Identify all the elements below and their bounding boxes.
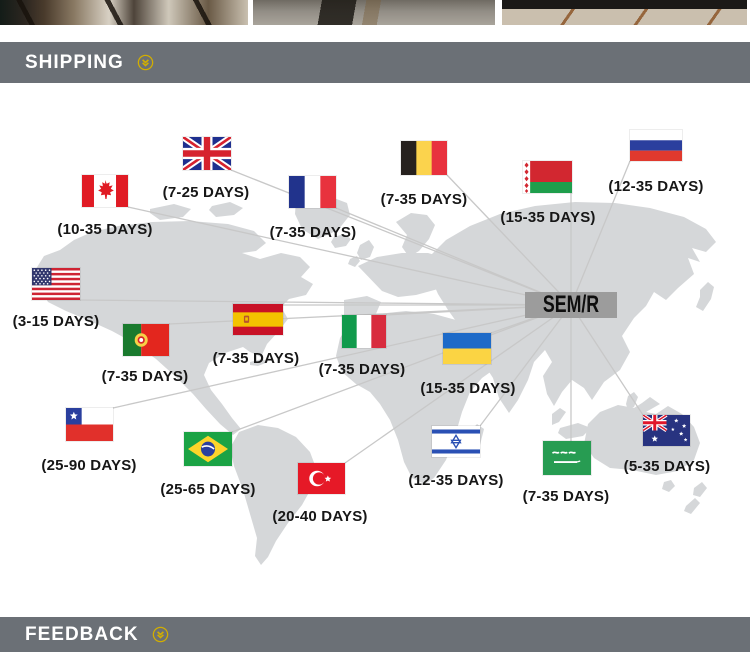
route-line-france [335, 207, 572, 306]
flag-saudi-arabia [543, 441, 591, 475]
shipping-days-label-usa: (3-15 DAYS) [12, 313, 100, 330]
showroom-photo-3 [502, 0, 747, 25]
flag-spain [233, 304, 283, 335]
shipping-days-label-chile: (25-90 DAYS) [41, 457, 137, 474]
shipping-days-label-united-kingdom: (7-25 DAYS) [162, 184, 250, 201]
route-line-united-kingdom [230, 169, 572, 306]
shipping-days-label-france: (7-35 DAYS) [269, 224, 357, 241]
route-line-israel [479, 304, 572, 427]
shipping-days-label-italy: (7-35 DAYS) [318, 361, 406, 378]
route-line-belgium [446, 174, 572, 306]
feedback-section-header[interactable]: FEEDBACK [0, 617, 750, 652]
route-line-canada [127, 206, 572, 306]
shipping-section-header[interactable]: SHIPPING [0, 42, 750, 83]
flag-israel [432, 426, 480, 457]
flag-france [289, 176, 336, 208]
shipping-days-label-spain: (7-35 DAYS) [212, 350, 300, 367]
route-line-turkey [344, 304, 572, 464]
shipping-days-label-belgium: (7-35 DAYS) [380, 191, 468, 208]
flag-belgium [401, 141, 447, 175]
shipping-days-label-turkey: (20-40 DAYS) [272, 508, 368, 525]
shipping-days-label-saudi-arabia: (7-35 DAYS) [522, 488, 610, 505]
route-line-usa [79, 299, 572, 306]
showroom-photo-2 [253, 0, 495, 25]
flag-italy [342, 315, 386, 348]
origin-badge: SEM/R [525, 292, 617, 318]
shipping-title: SHIPPING [25, 52, 124, 73]
flag-turkey [298, 463, 345, 494]
flag-canada [82, 175, 128, 207]
showroom-photo-1 [0, 0, 248, 25]
shipping-days-label-ukraine: (15-35 DAYS) [420, 380, 516, 397]
chevron-down-icon[interactable] [152, 626, 169, 643]
origin-label: SEM/R [542, 291, 600, 318]
chevron-down-icon[interactable] [137, 54, 154, 71]
shipping-days-label-israel: (12-35 DAYS) [408, 472, 504, 489]
flag-chile [66, 408, 113, 441]
flag-portugal [123, 324, 169, 356]
shipping-days-label-belarus: (15-35 DAYS) [500, 209, 596, 226]
route-line-chile [112, 304, 572, 409]
flag-russia [630, 130, 682, 161]
route-line-australia [570, 304, 644, 416]
shipping-days-label-russia: (12-35 DAYS) [608, 178, 704, 195]
route-line-brazil [231, 304, 572, 433]
flag-ukraine [443, 333, 491, 364]
flag-australia [643, 415, 690, 446]
shipping-days-label-brazil: (25-65 DAYS) [160, 481, 256, 498]
shipping-days-label-australia: (5-35 DAYS) [623, 458, 711, 475]
shipping-days-label-portugal: (7-35 DAYS) [101, 368, 189, 385]
route-line-russia [570, 160, 631, 306]
feedback-title: FEEDBACK [25, 624, 139, 645]
flag-belarus [523, 161, 572, 193]
flag-brazil [184, 432, 232, 466]
flag-united-kingdom [183, 137, 231, 170]
flag-usa [32, 268, 80, 300]
shipping-days-label-canada: (10-35 DAYS) [57, 221, 153, 238]
